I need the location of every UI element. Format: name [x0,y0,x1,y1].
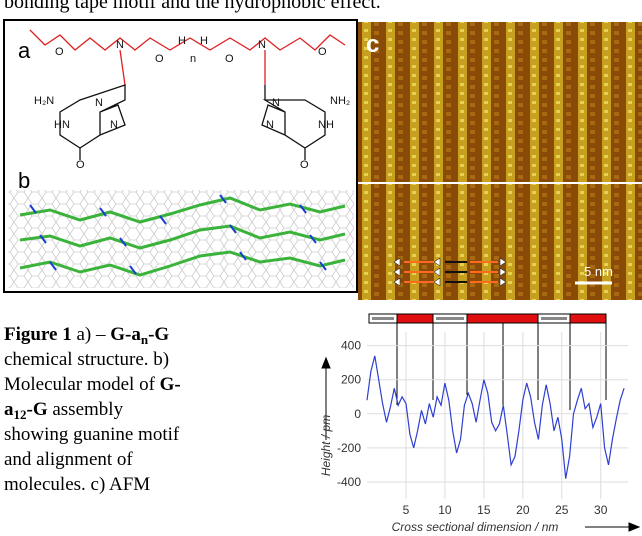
x-axis-label: Cross sectional dimension / nm [392,520,559,534]
x-tick-label: 25 [555,503,569,517]
caption-text: a) – [72,324,111,345]
model-atoms [29,194,327,275]
caption-text: 12 [14,407,27,422]
x-tick-label: 15 [477,503,491,517]
caption-text: n [141,332,149,347]
caption-text: Molecular model of [4,374,160,395]
chem-label: H [178,35,186,47]
chemical-structure [29,29,346,160]
caption-text: -G [27,399,48,420]
panel-label: b [18,168,30,193]
caption-line: Figure 1 a) – G-an-G [4,324,169,347]
y-tick-label: -400 [337,475,361,489]
chem-label: O [55,46,64,58]
caption-line: Molecular model of G- [4,374,181,395]
caption-line: and alignment of [4,449,133,470]
y-tick-label: 400 [341,339,361,353]
y-axis-label: Height / pm [319,415,333,476]
chem-label: N [272,97,280,109]
x-tick-label: 5 [403,503,410,517]
caption-text: -G [148,324,169,345]
caption: Figure 1 a) – G-an-G chemical structure.… [4,324,181,495]
x-tick-label: 30 [594,503,608,517]
chem-label: H [200,35,208,47]
axis-arrows [321,356,641,532]
caption-line: molecules. c) AFM [4,474,150,495]
chem-label: N [95,97,103,109]
chem-label: N [110,119,118,131]
afm-markers [393,257,507,287]
chem-label: NH₂ [330,95,350,107]
caption-line: a12-G assembly [4,399,124,422]
chem-label: N [116,39,124,51]
caption-text: Figure 1 [4,324,72,345]
chem-label: O [225,53,234,65]
chem-label: NH [318,119,334,131]
chem-label: O [76,159,85,171]
caption-line: showing guanine motif [4,424,180,445]
profile-line [366,355,625,479]
scale-bar-label: 5 nm [584,264,613,279]
chem-label: O [155,53,164,65]
y-tick-label: -200 [337,441,361,455]
register-bars [368,313,607,410]
caption-text: G-a [110,324,141,345]
intro-text: bonding tape motif and the hydrophobic e… [4,0,381,13]
caption-text: assembly [48,399,124,420]
chem-label: N [258,39,266,51]
chem-label: H₂N [34,95,54,107]
caption-text: G- [160,374,181,395]
panel-label: c [366,31,379,58]
chem-label: O [300,159,309,171]
y-tick-label: 0 [354,407,361,421]
molecular-model [19,196,346,277]
chem-label: O [318,46,327,58]
chem-label: HN [54,119,70,131]
chem-label: N [266,119,274,131]
y-tick-label: 200 [341,373,361,387]
x-tick-label: 20 [516,503,530,517]
panel-label: a [18,38,31,63]
chem-label: n [190,53,196,65]
afm-image [358,22,642,300]
x-tick-label: 10 [438,503,452,517]
caption-line: chemical structure. b) [4,349,169,370]
caption-text: a [4,399,14,420]
